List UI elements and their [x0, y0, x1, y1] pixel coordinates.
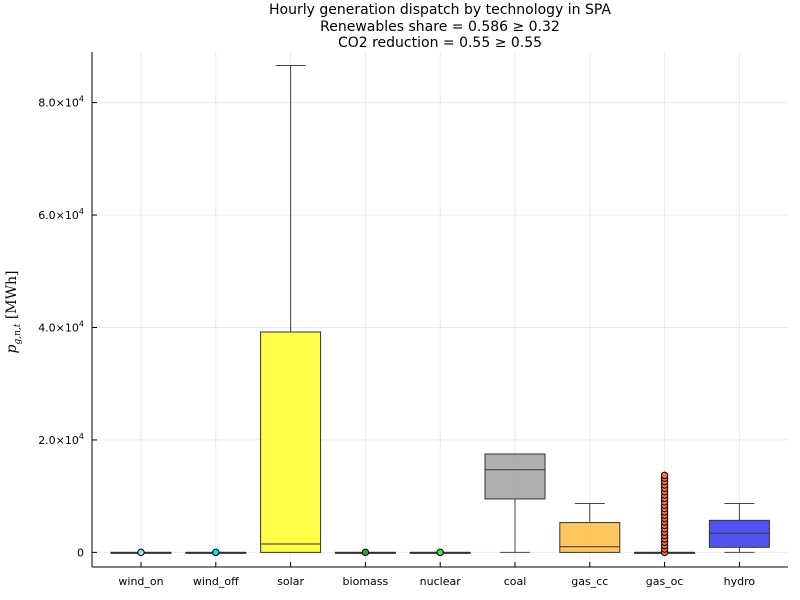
x-tick-label-solar: solar — [277, 575, 304, 588]
box-coal — [484, 453, 546, 553]
title-line-1: Hourly generation dispatch by technology… — [269, 2, 611, 18]
title-line-3: CO2 reduction = 0.55 ≥ 0.55 — [338, 35, 542, 51]
x-tick-label-wind-on: wind_on — [118, 575, 163, 588]
outlier-point-wind-on — [137, 548, 145, 557]
y-tick-label: 2.0×104 — [38, 432, 84, 447]
y-axis-label: pg,n,t [MWh] — [4, 271, 23, 354]
box-series — [110, 64, 770, 554]
x-tick-label-gas-oc: gas_oc — [646, 575, 684, 588]
outlier-point-biomass — [361, 548, 370, 557]
box-body — [708, 519, 770, 548]
x-tick-label-wind-off: wind_off — [193, 575, 239, 588]
x-tick-label-biomass: biomass — [343, 575, 389, 588]
y-tick-label: 6.0×104 — [38, 207, 84, 222]
x-tick-label-coal: coal — [504, 575, 527, 588]
y-tick-label: 0 — [77, 546, 84, 559]
outlier-point-wind-off — [212, 548, 220, 557]
box-hydro — [708, 502, 770, 553]
y-tick-label: 8.0×104 — [38, 95, 84, 110]
box-body — [559, 522, 621, 553]
outlier-point-nuclear — [436, 548, 444, 557]
title-line-2: Renewables share = 0.586 ≥ 0.32 — [320, 19, 560, 35]
grid-lines — [92, 52, 788, 567]
y-tick-label: 4.0×104 — [38, 319, 84, 334]
box-gas-cc — [559, 502, 621, 553]
box-body — [260, 331, 322, 553]
x-tick-label-gas-cc: gas_cc — [571, 575, 608, 588]
chart-title: Hourly generation dispatch by technology… — [269, 2, 611, 51]
y-axis-ticks: 0 2.0×104 4.0×104 6.0×104 8.0×104 — [38, 95, 97, 559]
x-axis-ticks: wind_on wind_off solar biomass nuclear coal ga… — [118, 562, 755, 588]
x-tick-label-hydro: hydro — [724, 575, 756, 588]
outlier-points — [137, 471, 669, 557]
box-solar — [260, 64, 322, 553]
outlier-point-gas-oc — [660, 471, 669, 480]
box-body — [484, 453, 546, 500]
x-tick-label-nuclear: nuclear — [420, 575, 462, 588]
